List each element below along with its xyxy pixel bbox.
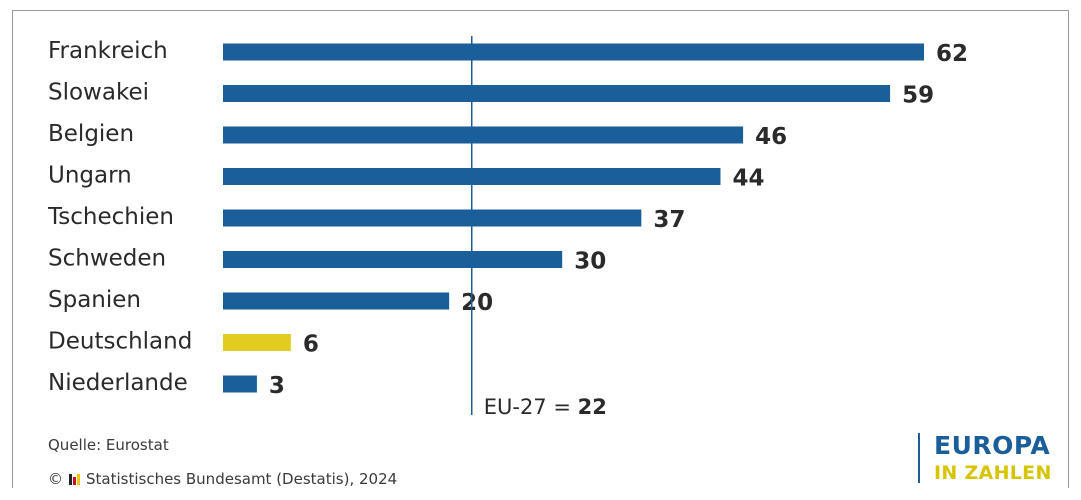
- value-label: 46: [755, 124, 787, 150]
- brand-line-1: EUROPA: [934, 431, 1051, 460]
- copyright-symbol: ©: [48, 470, 63, 488]
- value-label: 30: [574, 249, 606, 275]
- bar: [223, 251, 563, 268]
- value-label: 37: [653, 207, 685, 233]
- reference-line-layer: EU-27 = 22: [470, 36, 607, 419]
- value-label: 20: [461, 290, 493, 316]
- copyright-note: © Statistisches Bundesamt (Destatis), 20…: [48, 470, 397, 488]
- bar: [223, 292, 450, 310]
- bar: [223, 375, 257, 393]
- bars-layer: Frankreich 62 Slowakei 59 Belgien 46 Ungarn 44 T…: [47, 38, 968, 399]
- bar: [223, 85, 891, 102]
- value-label: 3: [269, 373, 285, 399]
- category-label: Frankreich: [48, 38, 168, 64]
- bar: [223, 126, 744, 144]
- value-label: 6: [303, 332, 319, 358]
- bar: [223, 43, 924, 61]
- europa-in-zahlen-logo: EUROPA IN ZAHLEN: [918, 433, 1052, 483]
- copyright-text: Statistisches Bundesamt (Destatis), 2024: [86, 470, 398, 488]
- category-label: Spanien: [48, 287, 141, 313]
- reference-line-prefix: EU-27 =: [484, 395, 578, 419]
- value-label: 44: [732, 166, 764, 192]
- category-label: Slowakei: [48, 80, 149, 106]
- category-label: Deutschland: [48, 329, 192, 355]
- category-label: Tschechien: [47, 204, 174, 230]
- bar: [223, 209, 642, 227]
- brand-line-2: IN ZAHLEN: [934, 462, 1052, 484]
- category-label: Schweden: [48, 246, 166, 272]
- category-label: Belgien: [48, 121, 134, 147]
- bar: [223, 334, 291, 351]
- value-label: 62: [936, 41, 968, 67]
- destatis-logo-icon: [69, 473, 80, 485]
- category-label: Ungarn: [48, 163, 132, 189]
- reference-line-value: 22: [578, 395, 607, 419]
- chart-frame: [12, 10, 1069, 488]
- reference-line-label: EU-27 = 22: [484, 395, 607, 419]
- source-note: Quelle: Eurostat: [48, 436, 169, 454]
- category-label: Niederlande: [48, 370, 188, 396]
- value-label: 59: [902, 83, 934, 109]
- bar-chart: Frankreich 62 Slowakei 59 Belgien 46 Ungarn 44 T…: [47, 36, 968, 419]
